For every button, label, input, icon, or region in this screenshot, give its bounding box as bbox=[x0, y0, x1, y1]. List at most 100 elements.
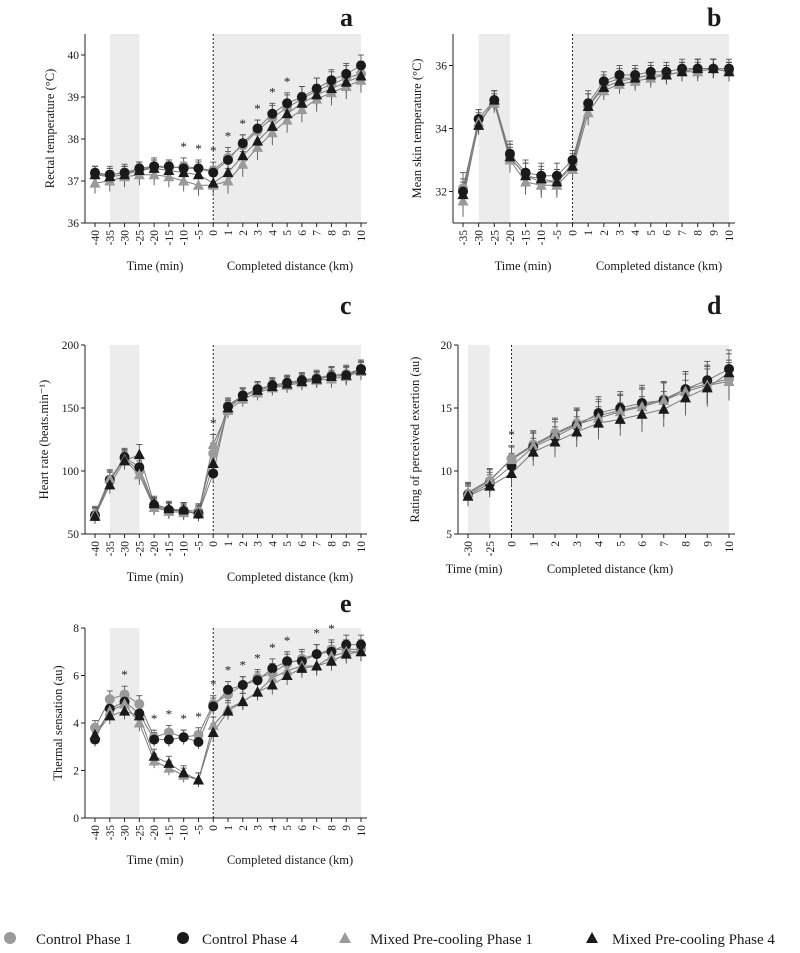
x-tick-label: 2 bbox=[238, 825, 250, 831]
data-point-mixed-pre-cooling-phase-1 bbox=[571, 418, 583, 429]
y-tick-label: 39 bbox=[68, 92, 80, 104]
y-tick-label: 150 bbox=[62, 403, 80, 415]
data-point-mixed-pre-cooling-phase-4 bbox=[506, 467, 517, 479]
x-tick-label: 10 bbox=[724, 230, 736, 242]
x-tick-label: 0 bbox=[507, 541, 519, 547]
x-tick-label: 3 bbox=[614, 230, 626, 236]
data-point-mixed-pre-cooling-phase-1 bbox=[484, 473, 496, 485]
data-point-mixed-pre-cooling-phase-1 bbox=[680, 385, 691, 397]
data-point-control-phase-4 bbox=[149, 734, 160, 745]
y-tick-label: 50 bbox=[68, 529, 80, 541]
data-point-mixed-pre-cooling-phase-4 bbox=[582, 100, 594, 111]
y-axis-label: Thermal sensation (au) bbox=[51, 665, 65, 780]
x-tick-label: 9 bbox=[341, 230, 353, 236]
data-point-mixed-pre-cooling-phase-4 bbox=[89, 510, 101, 521]
data-point-mixed-pre-cooling-phase-1 bbox=[207, 438, 219, 450]
y-tick-label: 4 bbox=[73, 718, 79, 730]
data-point-control-phase-4 bbox=[223, 684, 233, 695]
x-tick-label: -15 bbox=[164, 825, 176, 841]
data-point-mixed-pre-cooling-phase-1 bbox=[148, 168, 160, 180]
data-point-mixed-pre-cooling-phase-4 bbox=[163, 502, 175, 514]
shaded-region bbox=[511, 345, 729, 534]
x-tick-label: -25 bbox=[134, 541, 146, 557]
x-tick-label: -35 bbox=[105, 825, 117, 841]
y-tick-label: 10 bbox=[441, 466, 453, 478]
x-tick-label: 10 bbox=[356, 825, 368, 837]
significance-marker: * bbox=[210, 143, 217, 158]
data-point-mixed-pre-cooling-phase-4 bbox=[192, 168, 204, 180]
x-tick-label: 1 bbox=[223, 825, 235, 831]
x-tick-label: 8 bbox=[326, 230, 338, 236]
shaded-region bbox=[213, 345, 361, 534]
x-tick-label: -15 bbox=[164, 230, 176, 246]
x-tick-label: 8 bbox=[326, 541, 338, 547]
data-point-mixed-pre-cooling-phase-1 bbox=[163, 170, 175, 182]
shaded-region bbox=[478, 34, 510, 223]
x-tick-label: -5 bbox=[193, 230, 205, 240]
data-point-mixed-pre-cooling-phase-4 bbox=[266, 380, 278, 392]
data-point-mixed-pre-cooling-phase-1 bbox=[281, 114, 293, 125]
y-tick-label: 36 bbox=[436, 61, 448, 73]
y-tick-label: 6 bbox=[73, 671, 79, 683]
data-point-mixed-pre-cooling-phase-4 bbox=[355, 364, 367, 375]
x-tick-label: 9 bbox=[341, 825, 353, 831]
data-point-mixed-pre-cooling-phase-1 bbox=[535, 179, 547, 190]
x-tick-label: 1 bbox=[583, 230, 595, 236]
x-tick-label: -30 bbox=[120, 541, 132, 557]
data-point-control-phase-4 bbox=[267, 108, 278, 119]
data-point-control-phase-4 bbox=[356, 60, 366, 71]
data-point-mixed-pre-cooling-phase-1 bbox=[119, 698, 131, 709]
data-point-control-phase-1 bbox=[90, 722, 100, 733]
x-tick-label: -5 bbox=[552, 230, 564, 240]
x-tick-label: 6 bbox=[297, 825, 309, 831]
significance-marker: * bbox=[225, 128, 232, 143]
panel-letter: d bbox=[707, 291, 722, 320]
legend: Control Phase 1 Control Phase 4 Mixed Pr… bbox=[4, 932, 775, 948]
data-point-mixed-pre-cooling-phase-1 bbox=[192, 179, 204, 190]
significance-marker: * bbox=[166, 706, 173, 721]
data-point-mixed-pre-cooling-phase-1 bbox=[266, 671, 278, 683]
data-point-mixed-pre-cooling-phase-4 bbox=[551, 176, 563, 187]
x-tick-label: -10 bbox=[536, 230, 548, 246]
data-point-mixed-pre-cooling-phase-4 bbox=[178, 766, 190, 778]
significance-marker: * bbox=[254, 101, 261, 116]
data-point-mixed-pre-cooling-phase-4 bbox=[598, 81, 610, 93]
data-point-mixed-pre-cooling-phase-4 bbox=[133, 448, 145, 460]
data-point-mixed-pre-cooling-phase-1 bbox=[520, 176, 532, 187]
data-point-mixed-pre-cooling-phase-4 bbox=[207, 177, 219, 188]
data-point-mixed-pre-cooling-phase-4 bbox=[614, 413, 626, 424]
y-tick-label: 200 bbox=[62, 340, 80, 352]
x-tick-label: 2 bbox=[238, 541, 250, 547]
data-point-mixed-pre-cooling-phase-4 bbox=[281, 669, 293, 680]
data-point-mixed-pre-cooling-phase-1 bbox=[658, 394, 670, 405]
significance-marker: * bbox=[210, 415, 217, 430]
data-point-mixed-pre-cooling-phase-1 bbox=[582, 106, 594, 118]
data-point-mixed-pre-cooling-phase-4 bbox=[549, 436, 561, 447]
significance-marker: * bbox=[121, 667, 128, 682]
data-point-mixed-pre-cooling-phase-4 bbox=[527, 446, 539, 457]
data-point-mixed-pre-cooling-phase-4 bbox=[163, 164, 175, 175]
x-axis-label-time: Time (min) bbox=[127, 259, 184, 273]
x-axis-label-distance: Completed distance (km) bbox=[227, 570, 353, 584]
data-point-mixed-pre-cooling-phase-4 bbox=[535, 172, 547, 184]
data-point-mixed-pre-cooling-phase-4 bbox=[645, 68, 657, 80]
data-point-control-phase-1 bbox=[104, 694, 115, 705]
significance-marker: * bbox=[508, 427, 515, 442]
x-tick-label: -10 bbox=[179, 825, 191, 841]
data-point-mixed-pre-cooling-phase-4 bbox=[355, 70, 367, 81]
data-point-mixed-pre-cooling-phase-4 bbox=[237, 390, 249, 402]
data-point-control-phase-4 bbox=[237, 138, 248, 149]
x-tick-label: 1 bbox=[223, 230, 235, 236]
x-axis-label-time: Time (min) bbox=[127, 570, 184, 584]
data-point-mixed-pre-cooling-phase-4 bbox=[119, 168, 131, 180]
data-point-mixed-pre-cooling-phase-1 bbox=[506, 453, 517, 465]
data-point-mixed-pre-cooling-phase-1 bbox=[133, 468, 145, 480]
data-point-control-phase-1 bbox=[163, 727, 174, 738]
data-point-control-phase-4 bbox=[237, 680, 248, 690]
data-point-mixed-pre-cooling-phase-4 bbox=[252, 384, 264, 395]
x-tick-label: -10 bbox=[179, 541, 191, 557]
data-point-mixed-pre-cooling-phase-4 bbox=[658, 403, 670, 414]
x-tick-label: -30 bbox=[474, 230, 486, 246]
panel-letter: c bbox=[340, 291, 352, 320]
